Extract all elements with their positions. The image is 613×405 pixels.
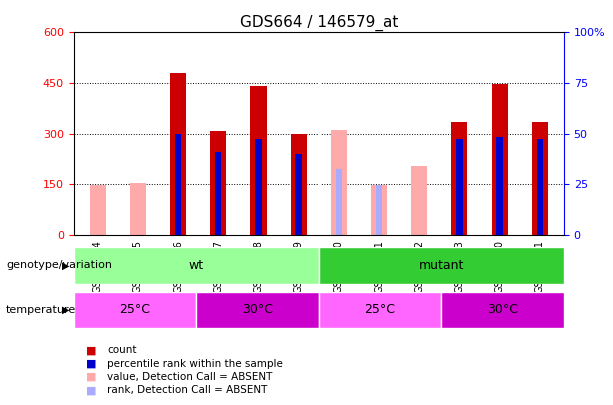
Bar: [536, 139, 543, 235]
Bar: [451, 122, 468, 235]
Text: count: count: [107, 345, 137, 355]
Bar: [175, 134, 181, 235]
Bar: [170, 73, 186, 235]
Text: 25°C: 25°C: [120, 303, 150, 316]
Bar: [291, 134, 306, 235]
Bar: [215, 152, 221, 235]
Text: genotype/variation: genotype/variation: [6, 260, 112, 270]
Text: 30°C: 30°C: [242, 303, 273, 316]
Bar: [130, 183, 146, 235]
Bar: [376, 185, 383, 235]
Text: ■: ■: [86, 386, 96, 395]
Bar: [251, 86, 267, 235]
Bar: [74, 247, 319, 284]
Text: ■: ■: [86, 372, 96, 382]
Bar: [497, 137, 503, 235]
Bar: [74, 292, 196, 328]
Bar: [371, 185, 387, 235]
Bar: [411, 166, 427, 235]
Bar: [196, 292, 319, 328]
Text: value, Detection Call = ABSENT: value, Detection Call = ABSENT: [107, 372, 273, 382]
Bar: [319, 292, 441, 328]
Text: wt: wt: [189, 259, 204, 272]
Text: ▶: ▶: [63, 305, 70, 315]
Text: 25°C: 25°C: [365, 303, 395, 316]
Text: mutant: mutant: [419, 259, 464, 272]
Bar: [319, 247, 564, 284]
Text: ▶: ▶: [63, 260, 70, 270]
Bar: [89, 185, 105, 235]
Text: ■: ■: [86, 359, 96, 369]
Text: 30°C: 30°C: [487, 303, 518, 316]
Title: GDS664 / 146579_at: GDS664 / 146579_at: [240, 15, 398, 31]
Text: percentile rank within the sample: percentile rank within the sample: [107, 359, 283, 369]
Text: ■: ■: [86, 345, 96, 355]
Bar: [532, 122, 548, 235]
Bar: [441, 292, 564, 328]
Bar: [210, 131, 226, 235]
Bar: [255, 139, 262, 235]
Bar: [492, 84, 508, 235]
Bar: [336, 169, 342, 235]
Text: temperature: temperature: [6, 305, 77, 315]
Bar: [295, 154, 302, 235]
Bar: [456, 139, 463, 235]
Bar: [331, 130, 347, 235]
Text: rank, Detection Call = ABSENT: rank, Detection Call = ABSENT: [107, 386, 268, 395]
